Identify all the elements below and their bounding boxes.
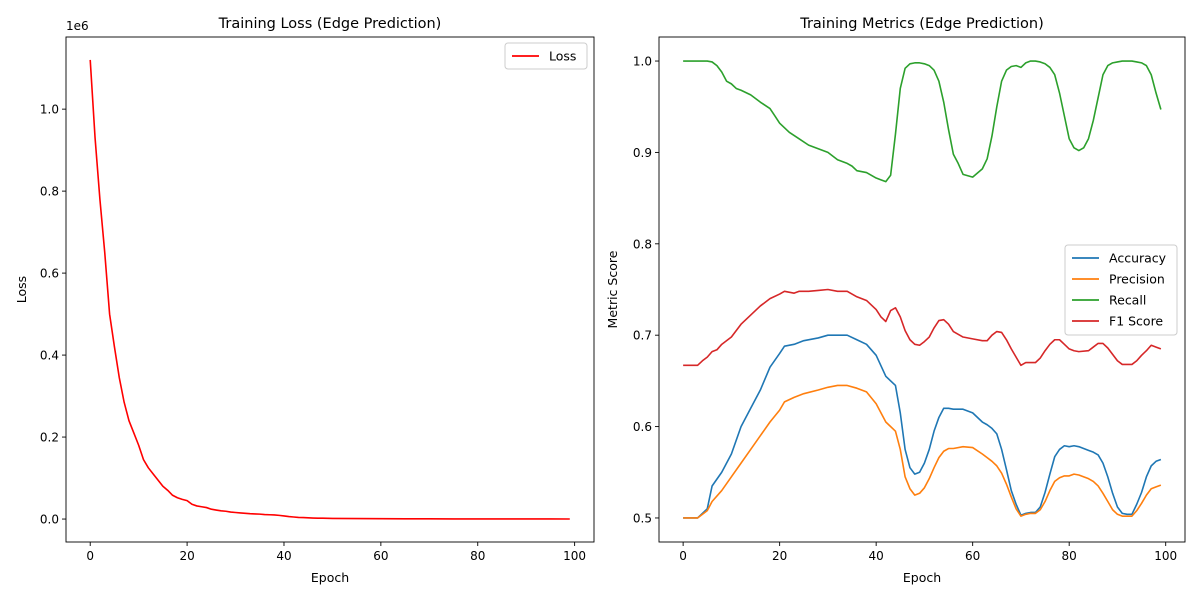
x-tick-label: 20	[179, 549, 194, 563]
series-line-recall	[683, 60, 1162, 183]
legend-label: Loss	[549, 49, 576, 64]
legend-label: F1 Score	[1109, 314, 1163, 329]
x-tick-label: 80	[1062, 549, 1077, 563]
x-tick-label: 100	[563, 549, 586, 563]
y-tick-label: 0.9	[633, 146, 652, 160]
x-axis-label: Epoch	[903, 570, 941, 585]
y-tick-label: 0.5	[633, 511, 652, 525]
y-tick-label: 0.6	[633, 420, 652, 434]
x-axis-label: Epoch	[311, 570, 349, 585]
y-tick-label: 1.0	[633, 55, 652, 69]
y-tick-label: 0.8	[40, 185, 59, 199]
x-tick-label: 100	[1154, 549, 1177, 563]
y-tick-label: 0.8	[633, 237, 652, 251]
axes-frame	[658, 36, 1186, 543]
series-line-precision	[683, 384, 1162, 519]
series-line-loss	[89, 59, 570, 520]
y-axis-label: Loss	[14, 276, 29, 303]
legend-label: Precision	[1109, 272, 1165, 287]
x-tick-label: 20	[772, 549, 787, 563]
legend-label: Accuracy	[1109, 251, 1167, 266]
legend-box	[504, 42, 588, 70]
chart-title: Training Loss (Edge Prediction)	[218, 16, 442, 32]
y-offset-label: 1e6	[66, 19, 89, 33]
series-line-accuracy	[683, 334, 1162, 519]
legend-label: Recall	[1109, 293, 1146, 308]
legend: Loss	[504, 42, 588, 70]
y-tick-label: 0.0	[40, 513, 59, 527]
y-tick-label: 0.2	[40, 431, 59, 445]
x-tick-label: 40	[869, 549, 884, 563]
x-tick-label: 40	[276, 549, 291, 563]
x-tick-label: 0	[86, 549, 94, 563]
y-axis-label: Metric Score	[605, 250, 620, 328]
legend: Accuracy Precision Recall F1 Score	[1064, 244, 1178, 336]
x-tick-label: 60	[965, 549, 980, 563]
metrics-panel: 0 20 40 60 80 100 0.5 0.6 0.7 0.8 0.9 1.0 Training M…	[605, 16, 1186, 585]
x-tick-label: 60	[373, 549, 388, 563]
axes-frame	[65, 36, 595, 543]
legend-box	[1064, 244, 1178, 336]
loss-panel: 0 20 40 60 80 100 0.0 0.2 0.4 0.6 0.8 1.0 1e6 Trainin…	[14, 16, 595, 585]
x-tick-label: 0	[679, 549, 687, 563]
y-tick-label: 0.4	[40, 349, 59, 363]
chart-title: Training Metrics (Edge Prediction)	[799, 16, 1044, 32]
y-tick-label: 0.6	[40, 267, 59, 281]
y-tick-label: 0.7	[633, 329, 652, 343]
series-line-f1-score	[683, 288, 1162, 367]
y-tick-label: 1.0	[40, 103, 59, 117]
x-tick-label: 80	[470, 549, 485, 563]
